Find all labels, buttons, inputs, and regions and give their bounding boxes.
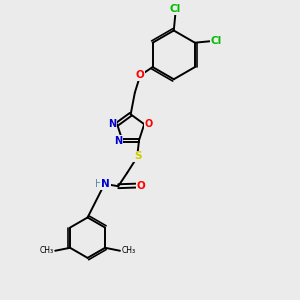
Text: CH₃: CH₃ (122, 246, 136, 255)
Text: O: O (144, 118, 152, 129)
Text: CH₃: CH₃ (40, 246, 54, 255)
Text: H: H (95, 179, 102, 189)
Text: N: N (114, 136, 122, 146)
Text: O: O (136, 70, 145, 80)
Text: Cl: Cl (211, 36, 222, 46)
Text: S: S (134, 152, 141, 161)
Text: N: N (101, 179, 110, 189)
Text: N: N (109, 118, 117, 129)
Text: O: O (136, 181, 145, 190)
Text: Cl: Cl (169, 4, 181, 14)
